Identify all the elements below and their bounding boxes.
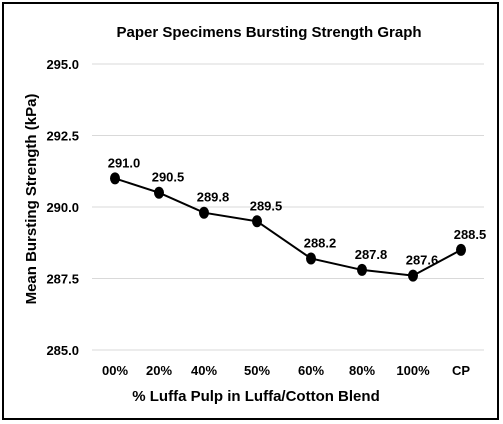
x-axis-title: % Luffa Pulp in Luffa/Cotton Blend [132, 388, 379, 405]
x-tick-label: CP [452, 363, 470, 378]
y-tick-label: 290.0 [46, 200, 79, 215]
x-tick-label: 60% [298, 363, 324, 378]
data-labels: 291.0 290.5 289.8 289.5 288.2 287.8 287.6 288.5 [108, 155, 487, 267]
data-label: 287.6 [406, 253, 439, 268]
data-point [456, 243, 466, 256]
data-point [408, 269, 418, 282]
chart-title: Paper Specimens Bursting Strength Graph [116, 24, 421, 41]
y-axis-ticks: 285.0 287.5 290.0 292.5 295.0 [46, 57, 79, 358]
data-label: 287.8 [355, 247, 388, 262]
data-point [110, 172, 120, 185]
y-tick-label: 285.0 [46, 343, 79, 358]
data-point [306, 252, 316, 265]
y-tick-label: 287.5 [46, 272, 79, 287]
x-tick-label: 100% [396, 363, 430, 378]
y-axis-title: Mean Bursting Strength (kPa) [23, 94, 40, 305]
data-point [252, 215, 262, 228]
series-line [114, 177, 462, 277]
x-tick-label: 20% [146, 363, 172, 378]
data-point [199, 206, 209, 219]
data-markers [110, 172, 466, 282]
chart-frame: Paper Specimens Bursting Strength Graph … [2, 2, 499, 420]
data-label: 290.5 [152, 170, 185, 185]
x-axis-ticks: 00% 20% 40% 50% 60% 80% 100% CP [102, 363, 470, 378]
line-chart: Paper Specimens Bursting Strength Graph … [23, 24, 487, 405]
x-tick-label: 40% [191, 363, 217, 378]
data-point [154, 186, 164, 199]
y-tick-label: 295.0 [46, 57, 79, 72]
x-tick-label: 00% [102, 363, 128, 378]
data-label: 291.0 [108, 155, 141, 170]
y-tick-label: 292.5 [46, 129, 79, 144]
data-label: 289.5 [250, 198, 283, 213]
x-tick-label: 50% [244, 363, 270, 378]
data-label: 288.5 [454, 227, 487, 242]
data-point [357, 263, 367, 276]
gridlines [92, 63, 484, 351]
data-label: 289.8 [197, 190, 230, 205]
data-label: 288.2 [304, 235, 337, 250]
x-tick-label: 80% [349, 363, 375, 378]
